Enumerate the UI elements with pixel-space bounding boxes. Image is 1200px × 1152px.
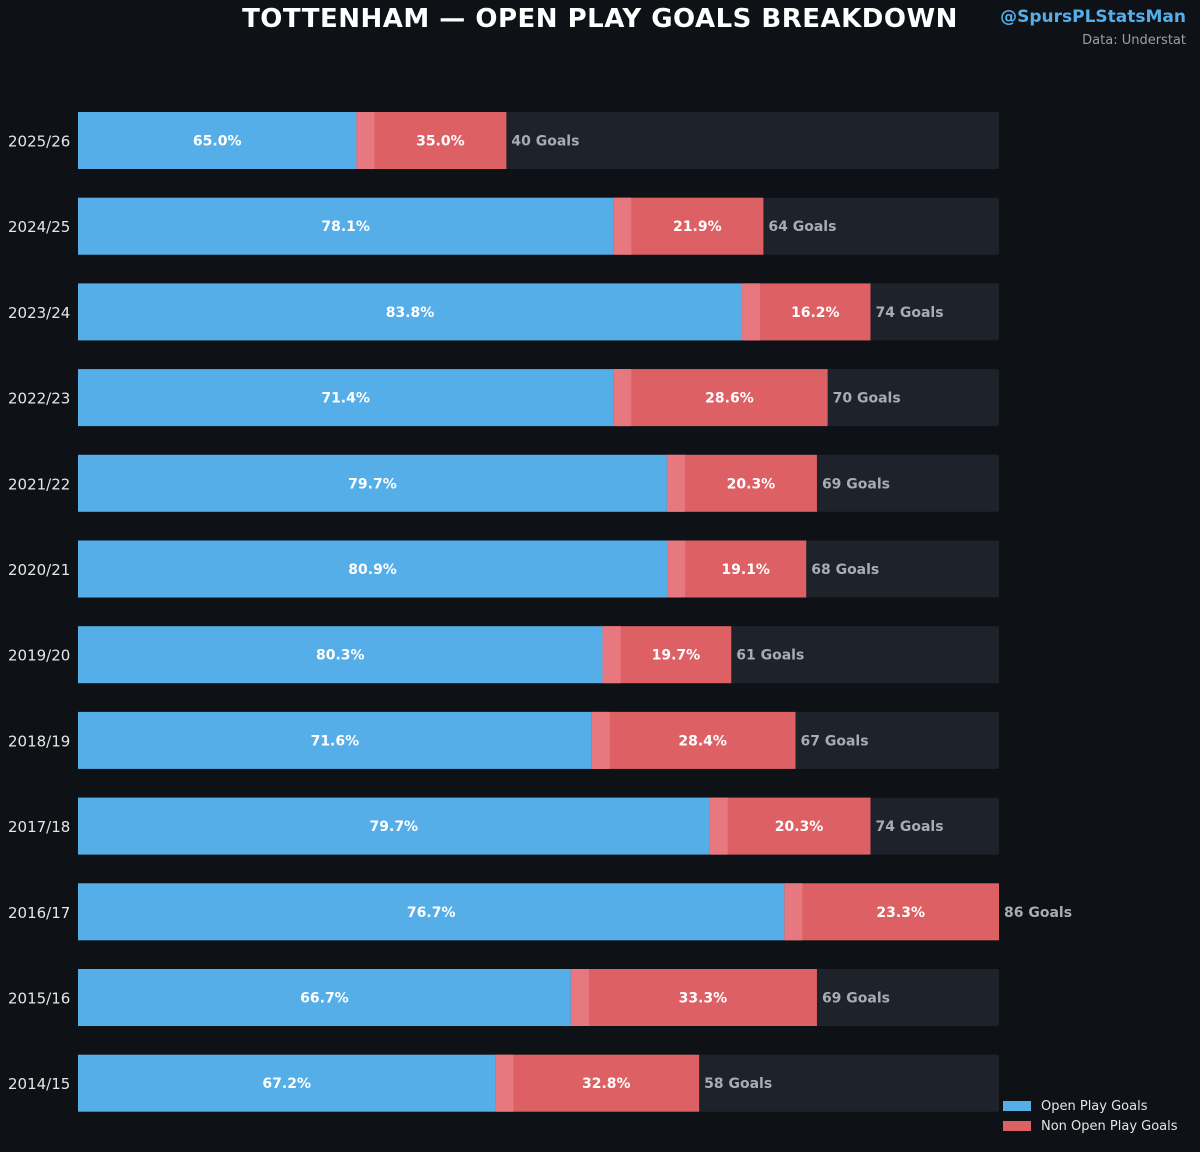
y-tick-label: 2019/20	[8, 647, 70, 665]
data-label-non-open-play: 20.3%	[775, 819, 824, 835]
bar-open-play	[78, 969, 571, 1026]
bar-non-open-play	[784, 883, 999, 941]
legend-label-open-play: Open Play Goals	[1041, 1098, 1148, 1114]
bar-non-open-play	[667, 540, 807, 598]
legend: Open Play Goals Non Open Play Goals	[1003, 1096, 1178, 1136]
bar-seam	[602, 626, 621, 684]
data-label-total-goals: 69 Goals	[822, 476, 890, 492]
bar-non-open-play	[666, 454, 817, 512]
author-handle: @SpursPLStatsMan	[1000, 7, 1186, 27]
data-label-non-open-play: 32.8%	[582, 1076, 631, 1092]
data-label-open-play: 78.1%	[321, 219, 370, 235]
bar-non-open-play	[570, 969, 817, 1026]
legend-item-non-open-play: Non Open Play Goals	[1003, 1116, 1178, 1136]
data-label-total-goals: 61 Goals	[736, 648, 804, 664]
data-label-open-play: 80.3%	[316, 648, 365, 664]
data-label-open-play: 65.0%	[193, 134, 242, 150]
y-tick-label: 2023/24	[8, 304, 70, 322]
data-label-non-open-play: 21.9%	[673, 219, 722, 235]
bar-seam	[613, 369, 632, 427]
y-tick-label: 2018/19	[8, 732, 70, 750]
legend-item-open-play: Open Play Goals	[1003, 1096, 1178, 1116]
data-label-non-open-play: 16.2%	[791, 305, 840, 321]
y-tick-label: 2015/16	[8, 990, 70, 1008]
bar-non-open-play	[709, 797, 871, 855]
bar-open-play	[78, 454, 667, 512]
data-label-non-open-play: 19.7%	[652, 648, 701, 664]
bar-seam	[570, 969, 589, 1026]
data-label-open-play: 76.7%	[407, 905, 456, 921]
bar-seam	[742, 283, 761, 341]
y-tick-label: 2014/15	[8, 1075, 70, 1093]
data-label-total-goals: 69 Goals	[822, 991, 890, 1007]
data-label-open-play: 80.9%	[348, 562, 397, 578]
data-label-total-goals: 70 Goals	[833, 391, 901, 407]
bar-non-open-play	[613, 369, 828, 427]
data-label-non-open-play: 28.4%	[678, 733, 727, 749]
data-label-non-open-play: 33.3%	[679, 991, 728, 1007]
bar-seam	[356, 112, 375, 169]
bar-open-play	[78, 1054, 496, 1112]
bar-open-play	[78, 797, 710, 855]
data-label-total-goals: 68 Goals	[811, 562, 879, 578]
data-label-open-play: 71.6%	[311, 733, 360, 749]
y-tick-label: 2025/26	[8, 133, 70, 151]
data-label-total-goals: 64 Goals	[768, 219, 836, 235]
bar-seam	[591, 711, 610, 769]
bar-non-open-play	[356, 112, 507, 169]
chart-title: TOTTENHAM — OPEN PLAY GOALS BREAKDOWN	[242, 4, 958, 34]
data-label-non-open-play: 28.6%	[705, 391, 754, 407]
y-tick-label: 2022/23	[8, 390, 70, 408]
data-label-open-play: 66.7%	[300, 991, 349, 1007]
data-label-total-goals: 58 Goals	[704, 1076, 772, 1092]
data-label-open-play: 71.4%	[321, 391, 370, 407]
data-label-open-play: 79.7%	[348, 476, 397, 492]
data-label-total-goals: 40 Goals	[511, 134, 579, 150]
data-label-open-play: 67.2%	[262, 1076, 311, 1092]
y-tick-label: 2020/21	[8, 561, 70, 579]
bar-seam	[495, 1054, 514, 1112]
data-label-non-open-play: 23.3%	[876, 905, 925, 921]
bar-seam	[784, 883, 803, 941]
bar-open-play	[78, 283, 743, 341]
y-tick-label: 2016/17	[8, 904, 70, 922]
legend-swatch-open-play	[1003, 1101, 1031, 1111]
bar-non-open-play	[742, 283, 871, 341]
data-label-total-goals: 74 Goals	[875, 305, 943, 321]
y-tick-label: 2021/22	[8, 475, 70, 493]
bar-non-open-play	[495, 1054, 700, 1112]
data-label-total-goals: 67 Goals	[801, 733, 869, 749]
bar-open-play	[78, 369, 614, 427]
bar-seam	[709, 797, 728, 855]
data-label-non-open-play: 20.3%	[727, 476, 776, 492]
bar-seam	[613, 197, 632, 255]
bar-open-play	[78, 540, 668, 598]
data-label-non-open-play: 35.0%	[416, 134, 465, 150]
data-label-open-play: 83.8%	[386, 305, 435, 321]
data-source: Data: Understat	[1082, 33, 1186, 48]
data-label-total-goals: 86 Goals	[1004, 905, 1072, 921]
data-label-open-play: 79.7%	[370, 819, 419, 835]
y-tick-label: 2024/25	[8, 218, 70, 236]
bar-open-play	[78, 626, 603, 684]
bar-non-open-play	[591, 711, 796, 769]
data-label-non-open-play: 19.1%	[721, 562, 770, 578]
legend-swatch-non-open-play	[1003, 1121, 1031, 1131]
bar-seam	[666, 454, 685, 512]
bar-open-play	[78, 197, 614, 255]
bar-seam	[667, 540, 686, 598]
bar-non-open-play	[602, 626, 732, 684]
bar-non-open-play	[613, 197, 764, 255]
data-label-total-goals: 74 Goals	[875, 819, 943, 835]
legend-label-non-open-play: Non Open Play Goals	[1041, 1118, 1178, 1134]
bar-open-play	[78, 711, 592, 769]
y-tick-label: 2017/18	[8, 818, 70, 836]
bar-open-play	[78, 112, 357, 169]
bar-open-play	[78, 883, 785, 941]
